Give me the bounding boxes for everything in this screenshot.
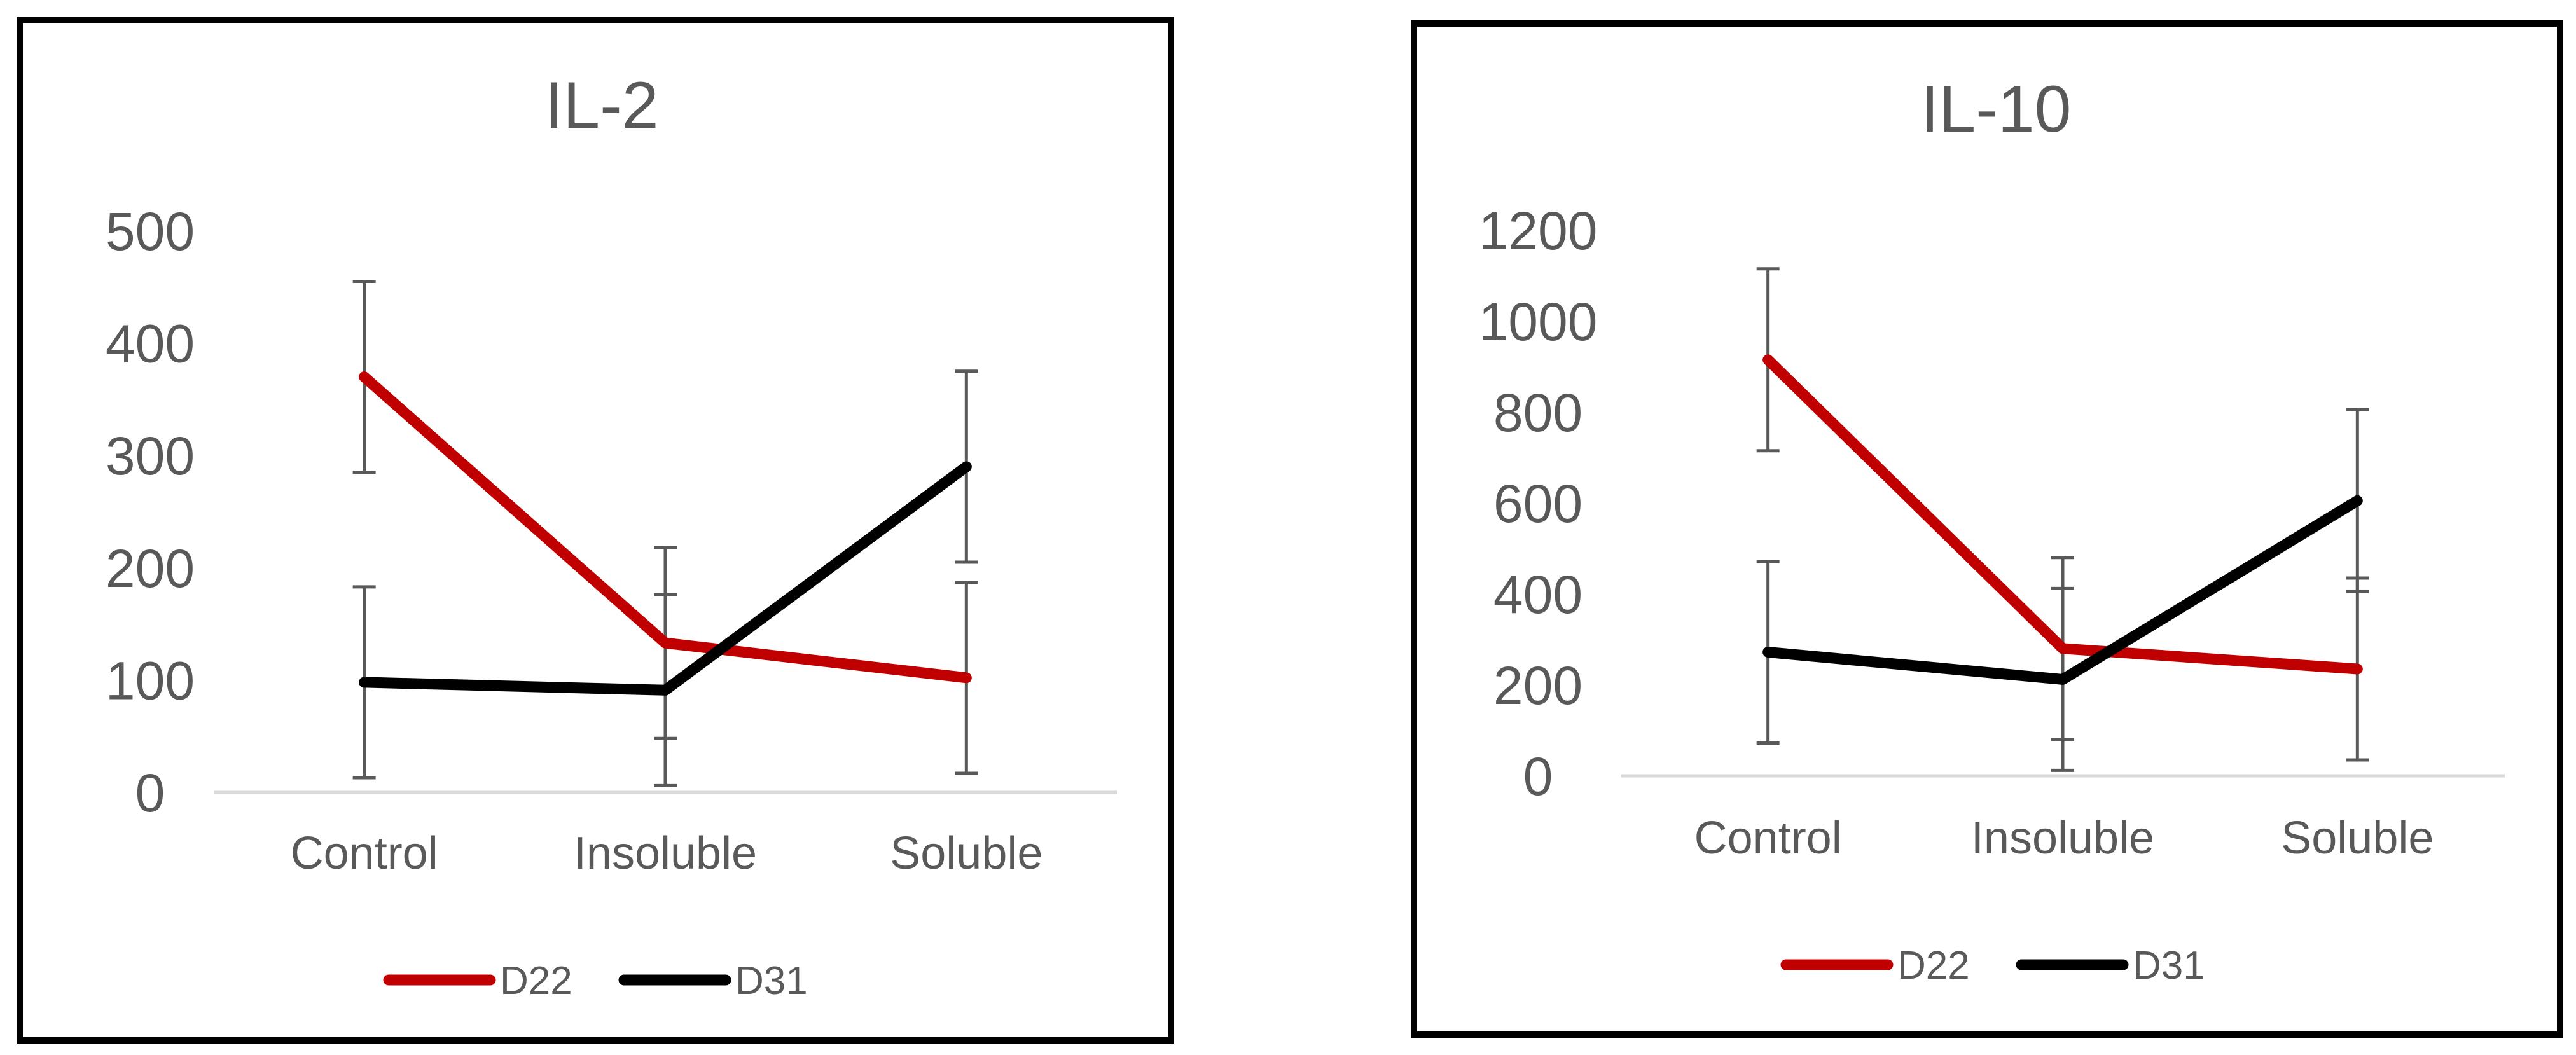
series-line-d31	[1762, 495, 2363, 685]
series-line-d31	[359, 461, 972, 696]
il2-chart-panel: IL-2 0 100 200 300 400 500 Control Insoluble Solu…	[17, 17, 1174, 1044]
x-category-label: Control	[291, 828, 438, 879]
legend-label: D31	[735, 959, 808, 1003]
x-category-label: Insoluble	[1971, 813, 2154, 864]
chart-title: IL-10	[1920, 72, 2071, 146]
y-tick-label: 500	[106, 202, 195, 261]
x-category-label: Soluble	[2281, 813, 2434, 864]
x-category-label: Control	[1694, 813, 1842, 864]
y-tick-label: 200	[1493, 656, 1582, 715]
y-tick-label: 800	[1493, 383, 1582, 443]
chart-title: IL-2	[544, 69, 658, 142]
il10-chart: IL-10 0 200 400 600 800 1000 1200 Control Insolub…	[1479, 72, 2505, 988]
y-tick-label: 1000	[1479, 292, 1598, 352]
legend-label: D22	[500, 959, 572, 1003]
y-tick-label: 1200	[1479, 201, 1598, 261]
y-tick-label: 600	[1493, 474, 1582, 534]
il2-chart: IL-2 0 100 200 300 400 500 Control Insoluble Solu…	[106, 69, 1117, 1003]
y-tick-label: 0	[135, 763, 165, 823]
y-tick-label: 400	[106, 314, 195, 374]
series-line-d22	[1762, 354, 2363, 675]
x-category-label: Soluble	[890, 828, 1042, 879]
y-tick-label: 400	[1493, 565, 1582, 624]
il10-chart-panel: IL-10 0 200 400 600 800 1000 1200 Control Insolub…	[1411, 20, 2563, 1038]
y-tick-label: 100	[106, 651, 195, 710]
y-tick-label: 300	[106, 426, 195, 486]
series-line-d22	[359, 371, 972, 684]
x-category-label: Insoluble	[574, 828, 757, 879]
y-tick-label: 0	[1523, 747, 1553, 806]
legend-label: D31	[2133, 944, 2205, 988]
legend-label: D22	[1897, 944, 1970, 988]
y-tick-label: 200	[106, 539, 195, 598]
